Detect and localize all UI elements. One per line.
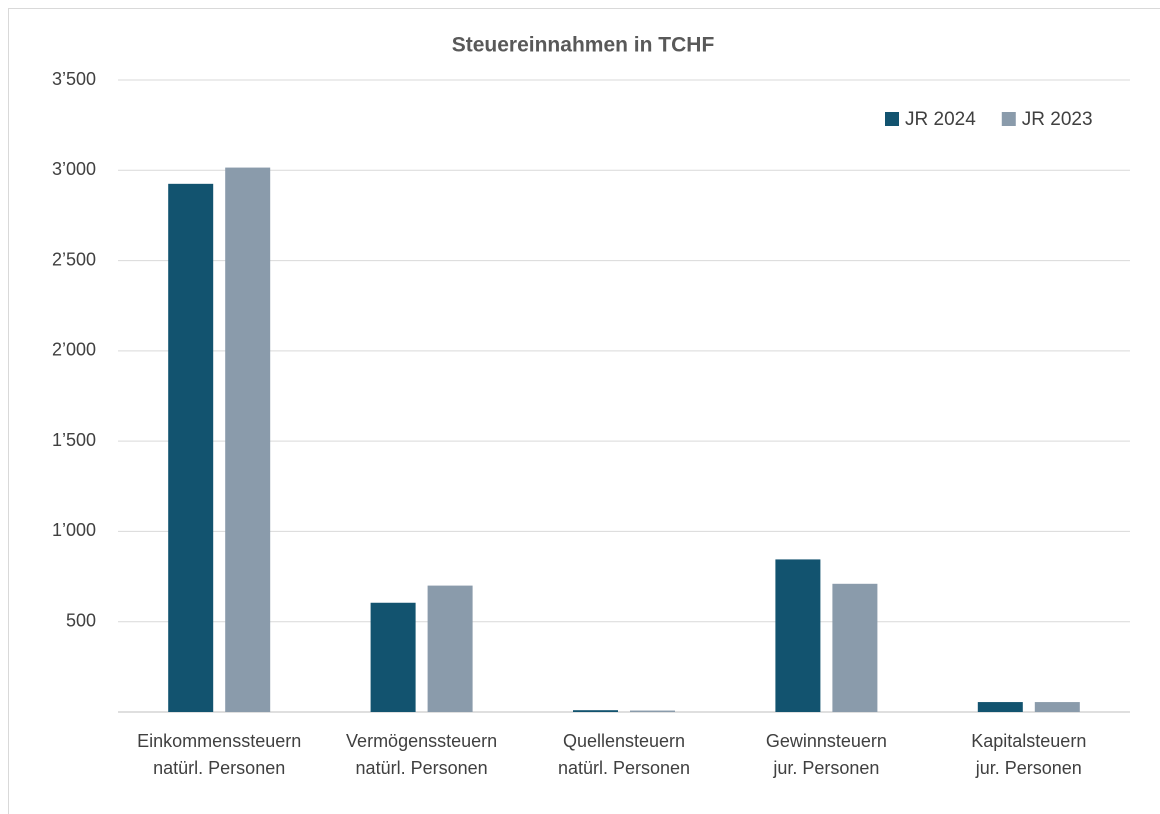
x-tick-label: jur. Personen <box>975 758 1082 778</box>
legend-swatch <box>885 112 899 126</box>
x-tick-label: Quellensteuern <box>563 731 685 751</box>
legend-swatch <box>1001 112 1016 126</box>
x-tick-label: natürl. Personen <box>558 758 690 778</box>
bar <box>168 183 214 713</box>
chart-frame <box>8 8 1160 814</box>
x-tick-label: natürl. Personen <box>356 758 488 778</box>
y-tick-label: 3’500 <box>52 69 96 89</box>
bar <box>832 583 878 712</box>
y-tick-label: 3’000 <box>52 159 96 179</box>
bar <box>225 167 271 712</box>
y-tick-label: 1’000 <box>52 520 96 540</box>
bar <box>977 702 1023 712</box>
x-tick-label: Kapitalsteuern <box>971 731 1086 751</box>
x-tick-label: Einkommenssteuern <box>137 731 301 751</box>
y-tick-label: 1’500 <box>52 430 96 450</box>
x-tick-label: Vermögenssteuern <box>346 731 497 751</box>
legend-label: JR 2024 <box>905 109 976 130</box>
y-tick-label: 500 <box>66 610 96 630</box>
y-tick-label: 2’500 <box>52 249 96 269</box>
bar <box>573 710 618 712</box>
y-tick-label: 2’000 <box>52 340 96 360</box>
bar <box>427 585 473 712</box>
bar <box>775 559 821 712</box>
bar <box>630 710 675 712</box>
x-tick-label: Gewinnsteuern <box>766 731 887 751</box>
x-tick-label: natürl. Personen <box>153 758 285 778</box>
legend-label: JR 2023 <box>1022 109 1093 130</box>
bar <box>370 602 416 712</box>
x-tick-label: jur. Personen <box>772 758 879 778</box>
chart-title: Steuereinnahmen in TCHF <box>452 34 715 57</box>
bar <box>1034 702 1080 712</box>
